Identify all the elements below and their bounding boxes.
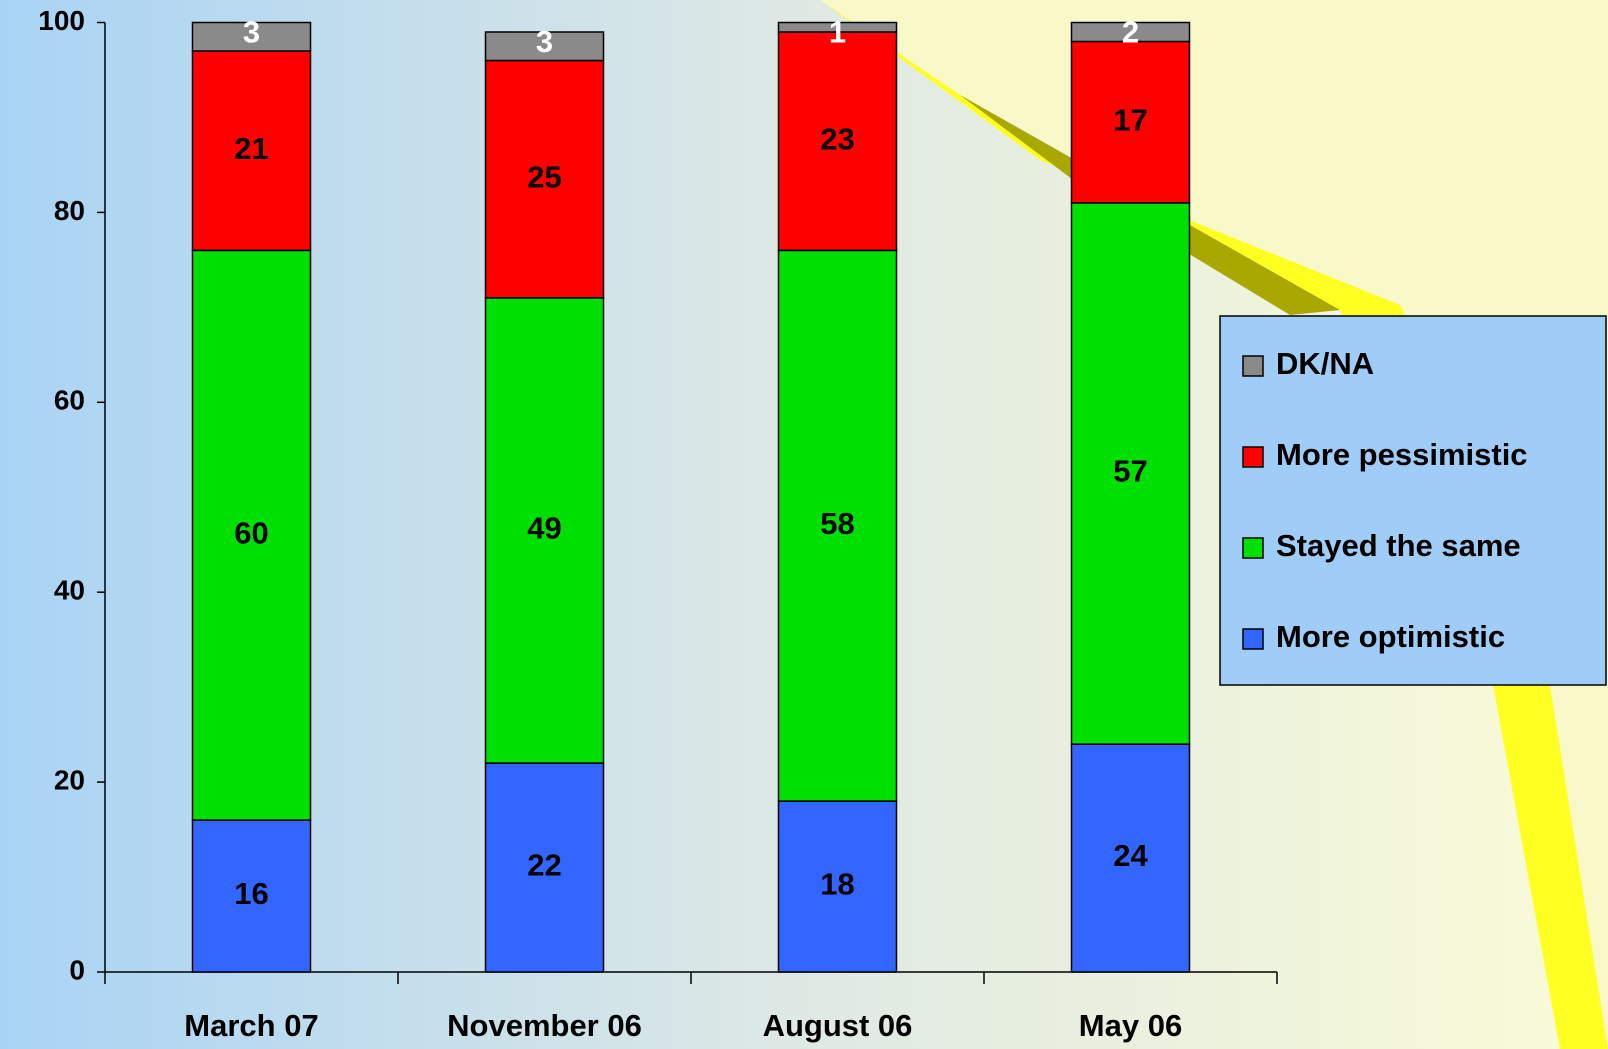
data-label: 23 — [820, 121, 854, 156]
legend-label: DK/NA — [1276, 346, 1374, 381]
legend-label: More optimistic — [1276, 619, 1505, 654]
bar-segment — [191, 21, 312, 52]
bar-segment — [484, 762, 605, 973]
bar-segment — [191, 249, 312, 821]
data-label: 3 — [243, 15, 260, 50]
bar-segment — [484, 31, 605, 62]
data-label: 3 — [536, 24, 553, 59]
data-label: 58 — [820, 506, 854, 541]
legend-swatch — [1242, 446, 1264, 468]
x-tick-label: November 06 — [447, 1008, 642, 1043]
data-label: 49 — [527, 511, 561, 546]
bar-segment — [1070, 21, 1191, 43]
data-label: 25 — [527, 159, 561, 194]
legend-swatch — [1242, 537, 1264, 559]
y-tick-label: 40 — [54, 575, 85, 606]
x-tick-label: May 06 — [1079, 1008, 1182, 1043]
data-label: 57 — [1113, 454, 1147, 489]
y-tick-label: 20 — [54, 764, 85, 795]
y-tick-label: 60 — [54, 385, 85, 416]
y-tick-label: 100 — [38, 5, 85, 36]
data-label: 17 — [1113, 102, 1147, 137]
y-tick-label: 80 — [54, 195, 85, 226]
bar-segment — [484, 297, 605, 764]
data-label: 16 — [234, 876, 268, 911]
legend-swatch — [1242, 628, 1264, 650]
legend-label: More pessimistic — [1276, 437, 1528, 472]
bar-segment — [1070, 202, 1191, 745]
data-label: 2 — [1122, 15, 1139, 50]
bar-segment — [191, 819, 312, 973]
data-label: 18 — [820, 867, 854, 902]
data-label: 22 — [527, 848, 561, 883]
y-tick-label: 0 — [69, 954, 85, 985]
legend-label: Stayed the same — [1276, 528, 1521, 563]
bar-segment — [777, 21, 898, 33]
bar-segment — [191, 50, 312, 252]
data-label: 24 — [1113, 838, 1148, 873]
legend-box — [1219, 315, 1607, 686]
data-label: 60 — [234, 515, 268, 550]
bar-segment — [777, 31, 898, 252]
bar-segment — [777, 249, 898, 802]
data-label: 1 — [829, 15, 846, 50]
x-tick-label: March 07 — [184, 1008, 318, 1043]
data-label: 21 — [234, 131, 268, 166]
legend-swatch — [1242, 355, 1264, 377]
x-tick-label: August 06 — [763, 1008, 913, 1043]
swoosh-light — [820, 0, 1608, 1049]
bar-segment — [1070, 743, 1191, 973]
bar-segment — [484, 59, 605, 299]
